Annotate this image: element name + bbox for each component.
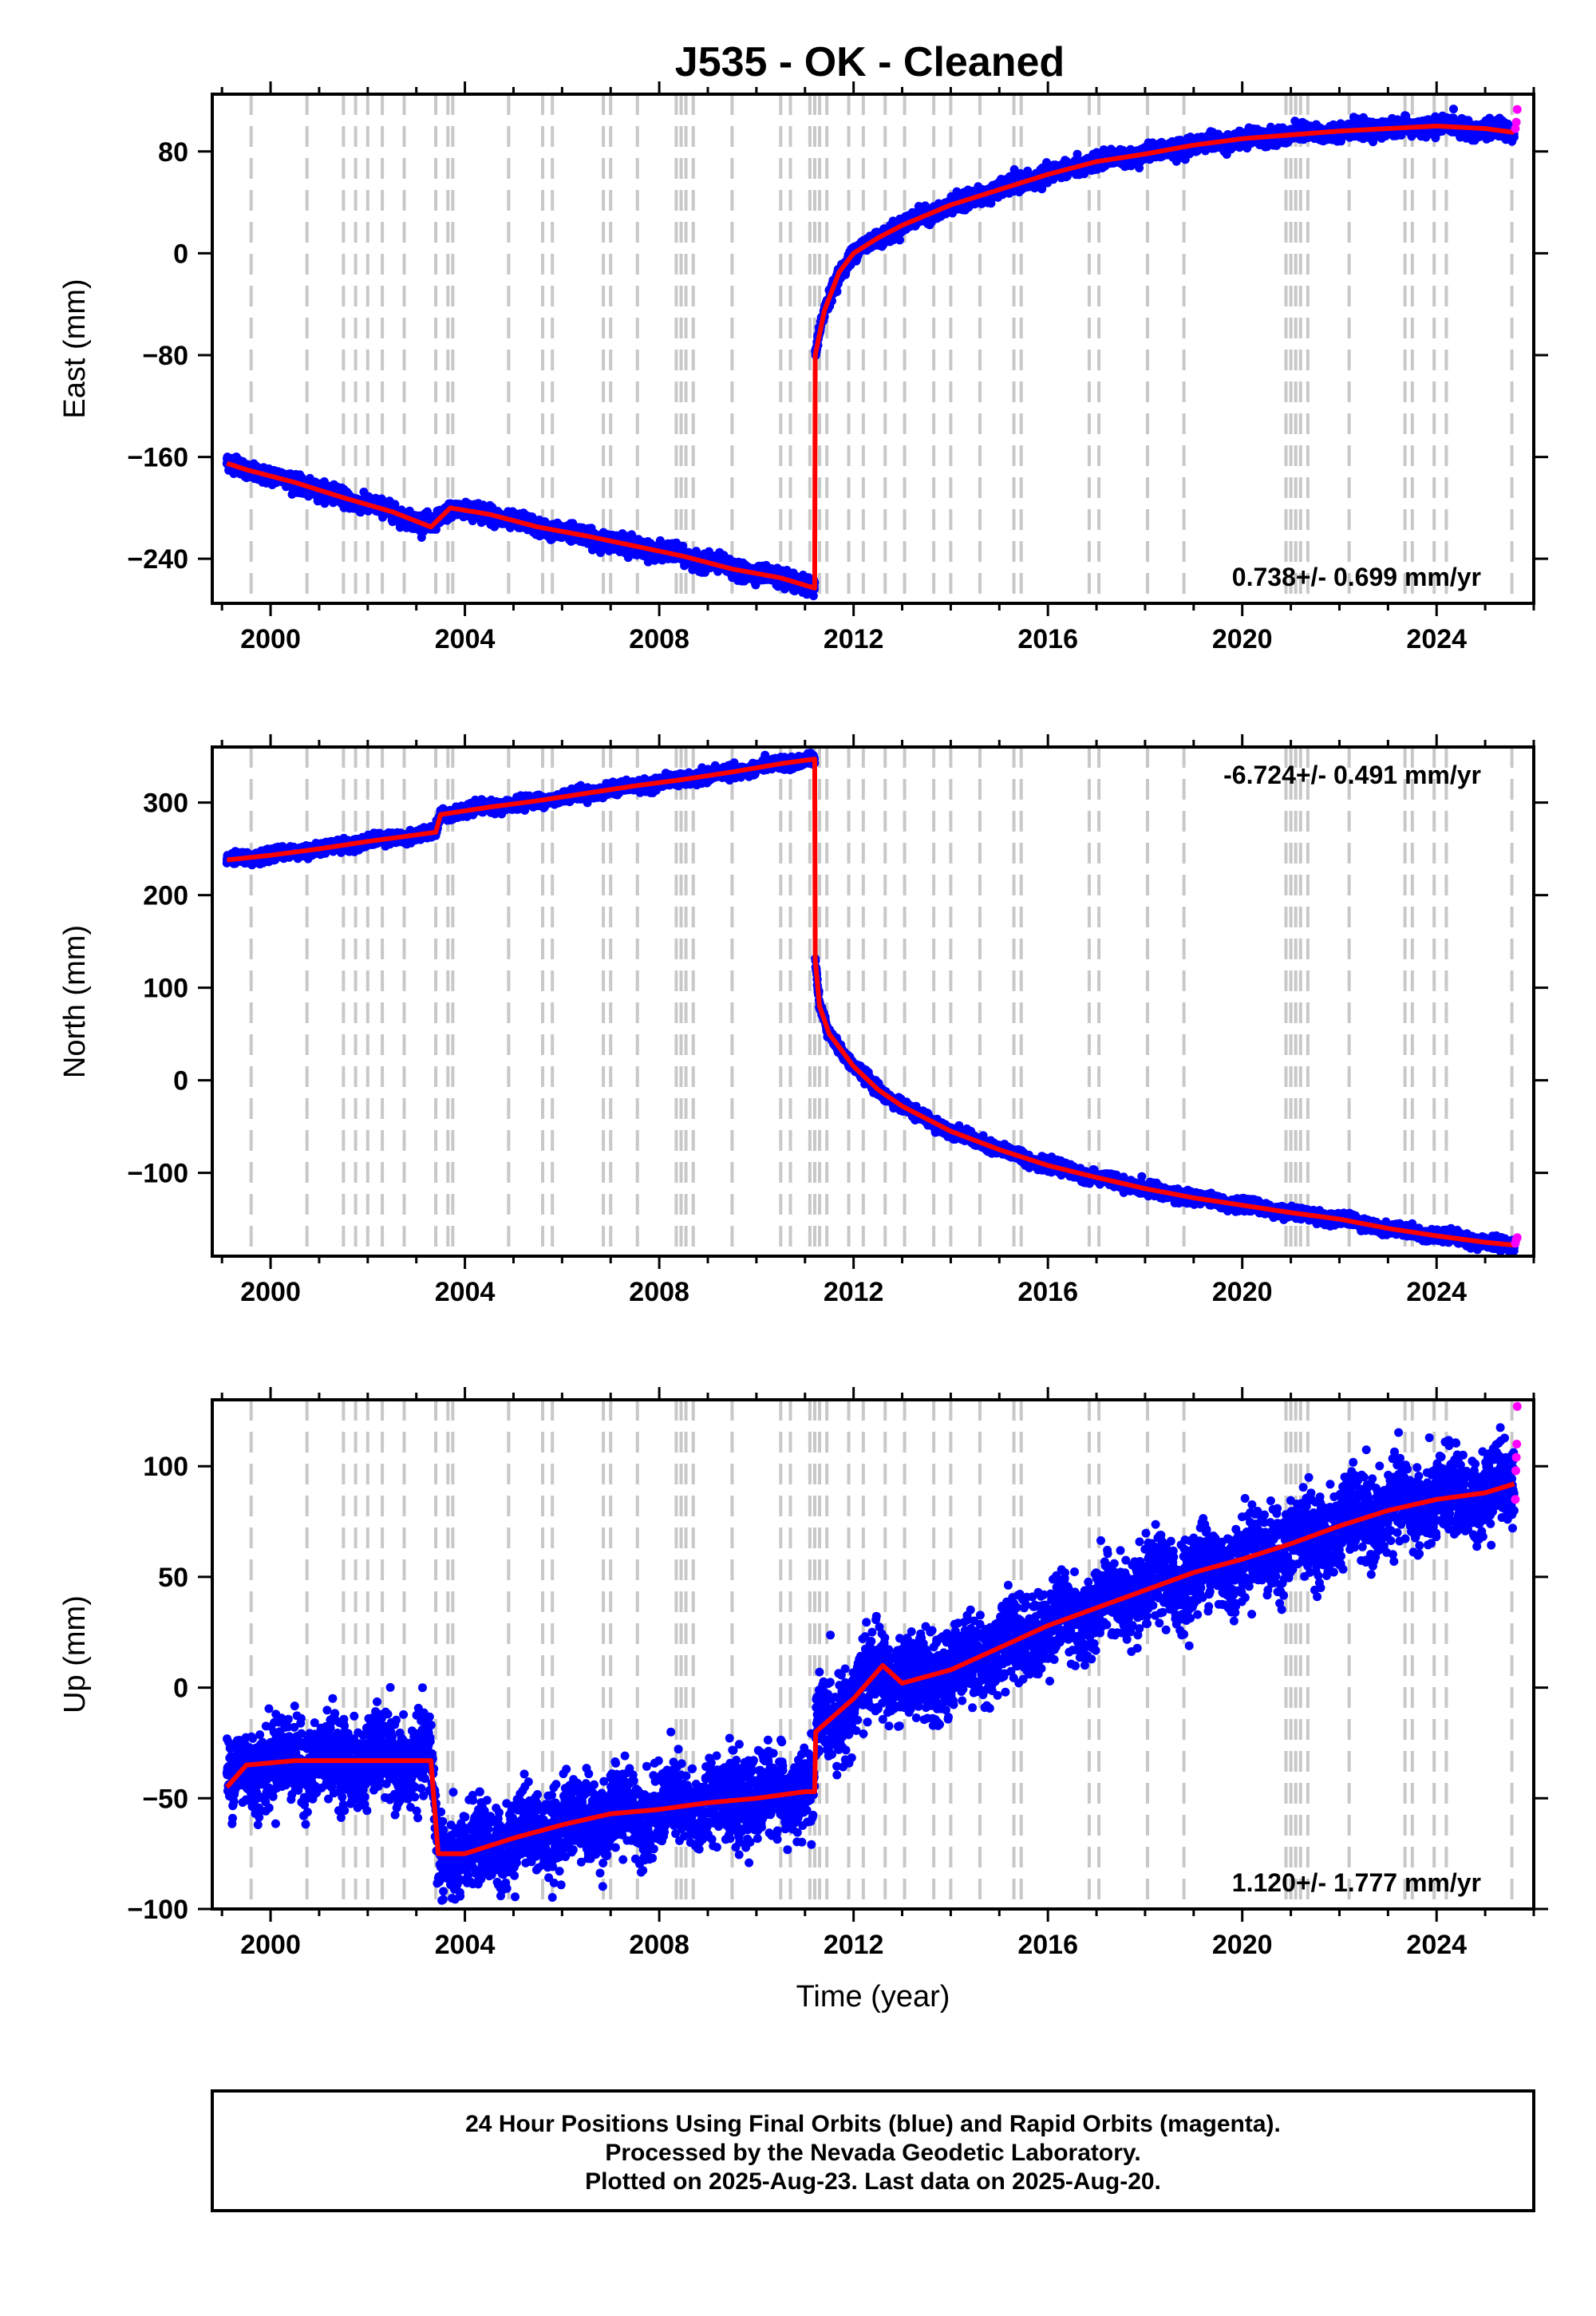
- final-orbit-point: [808, 591, 818, 601]
- figure-title: J535 - OK - Cleaned: [675, 39, 1065, 85]
- plot-area: [222, 105, 1519, 601]
- final-orbit-point: [895, 235, 904, 245]
- final-orbit-point: [423, 507, 432, 516]
- final-orbit-points: [222, 105, 1519, 601]
- final-orbit-point: [678, 541, 688, 551]
- panel-east: 2000 2004 2008 2012 2016 2020 2024−240−160−800…: [58, 81, 1548, 654]
- final-orbit-point: [320, 499, 330, 508]
- panels-group: 2000 2004 2008 2012 2016 2020 2024−240−160−800…: [58, 81, 1548, 2014]
